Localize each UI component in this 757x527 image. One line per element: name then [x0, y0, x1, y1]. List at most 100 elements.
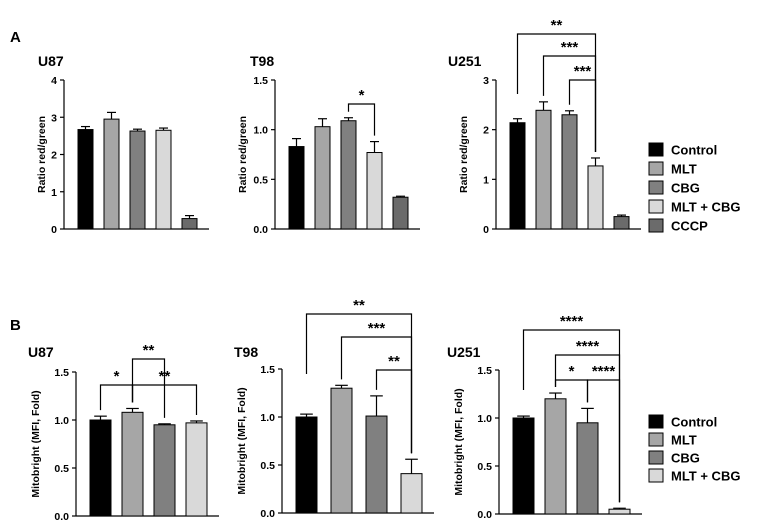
bar-cccp [613, 216, 630, 230]
legend-label: MLT [671, 433, 697, 448]
y-tick-label: 0.5 [253, 174, 268, 186]
significance-label: **** [592, 363, 616, 380]
significance-bracket [347, 103, 376, 136]
bar-control [512, 417, 535, 515]
legend-swatch [648, 142, 664, 157]
bar-cccp [392, 196, 409, 230]
y-tick-label: 0.5 [477, 461, 492, 473]
significance-label: *** [368, 320, 386, 337]
significance-label: **** [560, 313, 584, 330]
bar-mlt-cbg [400, 473, 423, 514]
y-tick-label: 1.5 [54, 367, 69, 379]
bar-mlt [535, 109, 552, 230]
y-tick-label: 0.0 [253, 224, 268, 236]
y-tick-label: 1 [51, 187, 57, 199]
bar-mlt [544, 398, 567, 515]
legend-swatch [648, 414, 664, 429]
y-tick-label: 3 [51, 112, 57, 124]
significance-label: ** [353, 297, 365, 314]
legends-layer: Control MLT CBG MLT + CBG CCCP Control MLT CBG M… [648, 142, 740, 484]
y-tick-label: 1.0 [477, 413, 492, 425]
bar-mlt-cbg [155, 129, 172, 230]
significance-label: **** [576, 338, 600, 355]
y-axis-label: Ratio red/green [458, 116, 470, 193]
y-tick-label: 0.5 [260, 460, 275, 472]
legend-swatch [648, 450, 664, 465]
chart-title: U87 [28, 344, 54, 360]
significance-bracket [522, 329, 621, 503]
bar-cccp [181, 218, 198, 230]
legend-label: MLT + CBG [671, 469, 740, 484]
significance-bracket [305, 313, 413, 454]
y-tick-label: 0 [483, 224, 489, 236]
y-tick-label: 0.0 [54, 511, 69, 523]
legend-swatch [648, 161, 664, 176]
y-tick-label: 0 [51, 224, 57, 236]
legend-swatch [648, 180, 664, 195]
bar-mlt-cbg [185, 422, 208, 517]
bar-control [77, 129, 94, 230]
y-axis-label: Ratio red/green [36, 116, 48, 193]
legend-label: MLT + CBG [671, 200, 740, 215]
legend-label: CBG [671, 451, 700, 466]
y-tick-label: 1.0 [260, 412, 275, 424]
significance-label: * [569, 363, 575, 380]
charts-layer: U87 0 1 2 3 4 Ratio red/green T98 0.0 0.5 1.0 1.5 Ra… [28, 17, 642, 523]
significance-label: ** [388, 353, 400, 370]
significance-bracket [586, 379, 621, 503]
bar-mlt [121, 411, 144, 517]
y-tick-label: 3 [483, 75, 489, 87]
legend-label: CCCP [671, 219, 708, 234]
bar-cbg [153, 424, 176, 517]
significance-label: ** [159, 368, 171, 385]
bar-cbg [340, 120, 357, 230]
significance-bracket [516, 33, 597, 152]
bar-cbg [576, 422, 599, 515]
y-axis-label: Ratio red/green [237, 116, 249, 193]
significance-bracket [131, 358, 166, 418]
significance-label: ** [143, 342, 155, 359]
y-tick-label: 1.5 [260, 364, 275, 376]
y-tick-label: 1 [483, 174, 489, 186]
bar-cbg [365, 415, 388, 514]
bar-control [509, 122, 526, 230]
panel-letter-a: A [10, 29, 21, 46]
chart-title: U87 [38, 53, 64, 69]
bar-control [295, 416, 318, 514]
bar-control [288, 146, 305, 230]
significance-label: * [114, 368, 120, 385]
y-tick-label: 0.0 [477, 509, 492, 521]
y-axis-label: Mitobright (MFI, Fold) [453, 388, 465, 495]
legend-swatch [648, 468, 664, 483]
chart-title: U251 [448, 53, 482, 69]
bar-mlt [314, 126, 331, 230]
y-tick-label: 2 [51, 150, 57, 162]
significance-bracket [131, 384, 198, 415]
legend-1: Control MLT CBG MLT + CBG [648, 414, 740, 484]
legend-label: MLT [671, 162, 697, 177]
y-tick-label: 1.5 [253, 75, 268, 87]
legend-swatch [648, 432, 664, 447]
chart-title: T98 [250, 53, 274, 69]
legend-label: CBG [671, 181, 700, 196]
y-tick-label: 1.5 [477, 365, 492, 377]
y-tick-label: 2 [483, 125, 489, 137]
significance-label: *** [561, 39, 579, 56]
bar-mlt-cbg [366, 152, 383, 230]
y-tick-label: 1.0 [54, 415, 69, 427]
legend-label: Control [671, 415, 717, 430]
chart-title: U251 [447, 344, 481, 360]
bar-cbg [561, 114, 578, 230]
bar-cbg [129, 130, 146, 230]
legend-label: Control [671, 143, 717, 158]
significance-bracket [375, 369, 413, 454]
significance-bracket [99, 384, 134, 411]
significance-bracket [568, 79, 597, 152]
bar-control [89, 419, 112, 517]
y-tick-label: 1.0 [253, 125, 268, 137]
bar-mlt-cbg [587, 165, 604, 230]
